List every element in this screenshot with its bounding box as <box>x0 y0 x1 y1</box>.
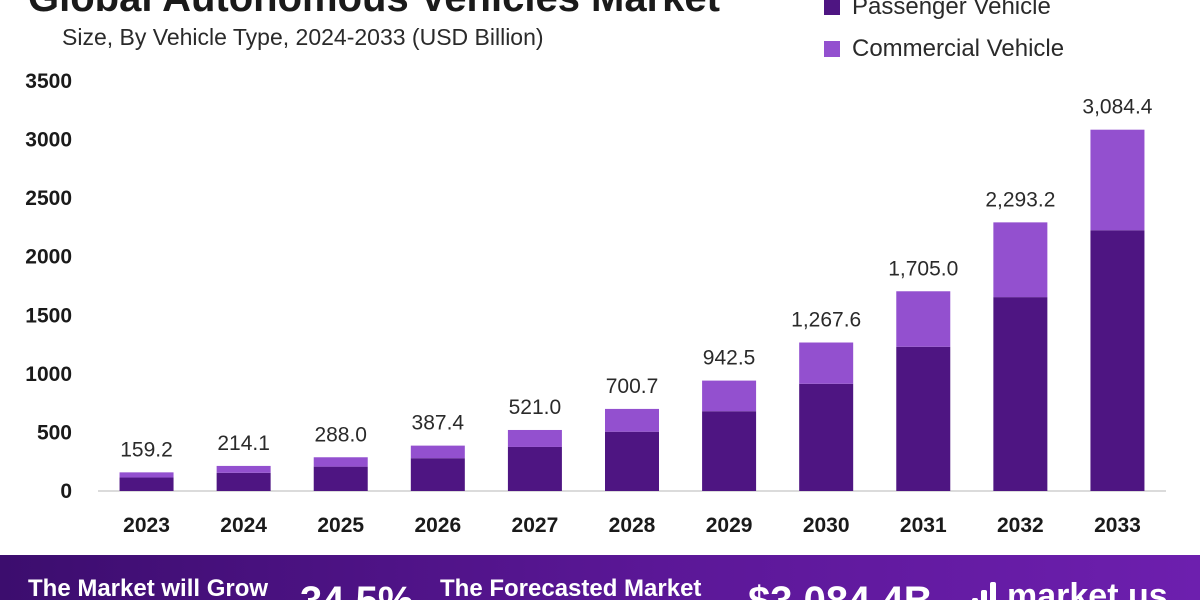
x-tick-label: 2027 <box>512 514 559 537</box>
y-tick-label: 500 <box>37 421 72 444</box>
bar-commercial <box>1090 129 1145 231</box>
bar-passenger <box>896 346 951 491</box>
bar-passenger <box>605 431 659 491</box>
bar-passenger <box>702 411 757 491</box>
bar-passenger <box>313 466 368 491</box>
legend-item-commercial: Commercial Vehicle <box>824 28 1064 70</box>
brand-name: market.us <box>1007 577 1168 600</box>
y-tick-label: 1500 <box>25 304 72 327</box>
bar-passenger <box>216 472 271 491</box>
x-tick-label: 2028 <box>609 514 656 537</box>
bar-passenger <box>119 477 174 491</box>
legend-swatch-passenger <box>824 0 840 15</box>
bar-commercial <box>410 445 465 459</box>
footer-forecast-text: The Forecasted Market <box>440 575 702 600</box>
bar-commercial <box>119 472 174 478</box>
x-tick-label: 2029 <box>706 514 753 537</box>
total-data-label: 214.1 <box>217 432 270 455</box>
bar-commercial <box>605 408 659 432</box>
footer-forecast-value: $3,084.4B <box>748 579 933 600</box>
total-data-label: 288.0 <box>314 423 367 446</box>
logo-bars-icon <box>972 581 999 600</box>
chart-subtitle: Size, By Vehicle Type, 2024-2033 (USD Bi… <box>62 24 544 50</box>
y-tick-label: 0 <box>60 480 72 503</box>
footer-banner: The Market will Grow 34.5% The Forecaste… <box>0 555 1200 600</box>
x-tick-label: 2024 <box>220 514 267 537</box>
legend-item-passenger: Passenger Vehicle <box>824 0 1064 28</box>
x-tick-label: 2030 <box>803 514 850 537</box>
bar-commercial <box>507 429 562 447</box>
bar-passenger <box>993 297 1048 491</box>
footer-grow-text: The Market will Grow <box>28 575 269 600</box>
x-tick-label: 2032 <box>997 514 1044 537</box>
x-tick-label: 2025 <box>317 514 364 537</box>
bar-commercial <box>799 342 854 384</box>
brand-logo: market.us <box>972 577 1168 600</box>
x-tick-label: 2026 <box>414 514 461 537</box>
footer-cagr-value: 34.5% <box>300 579 413 600</box>
x-tick-label: 2023 <box>123 514 170 537</box>
bar-commercial <box>216 465 271 473</box>
total-data-label: 1,705.0 <box>888 257 958 280</box>
y-tick-label: 3500 <box>25 70 72 93</box>
total-data-label: 3,084.4 <box>1082 96 1152 119</box>
y-tick-label: 3000 <box>25 129 72 152</box>
bar-passenger <box>410 458 465 491</box>
legend-label-commercial: Commercial Vehicle <box>852 35 1065 62</box>
y-tick-label: 2500 <box>25 187 72 210</box>
total-data-label: 700.7 <box>606 375 659 398</box>
bar-passenger <box>799 383 854 491</box>
legend: Passenger Vehicle Commercial Vehicle <box>824 0 1064 70</box>
x-tick-label: 2031 <box>900 514 947 537</box>
y-tick-label: 2000 <box>25 246 72 269</box>
bar-commercial <box>313 457 368 467</box>
bar-passenger <box>507 446 562 491</box>
bar-commercial <box>896 291 951 347</box>
legend-swatch-commercial <box>824 41 840 57</box>
x-tick-label: 2033 <box>1094 514 1141 537</box>
bar-commercial <box>993 222 1048 298</box>
total-data-label: 2,293.2 <box>985 188 1055 211</box>
total-data-label: 159.2 <box>120 438 173 461</box>
total-data-label: 387.4 <box>412 412 465 435</box>
chart-title: Global Autonomous Vehicles Market <box>28 0 720 21</box>
legend-label-passenger: Passenger Vehicle <box>852 0 1051 20</box>
bar-passenger <box>1090 230 1145 492</box>
total-data-label: 1,267.6 <box>791 309 861 332</box>
total-data-label: 521.0 <box>509 396 562 419</box>
total-data-label: 942.5 <box>703 347 756 370</box>
bar-chart: 0 500 1000 1500 2000 2500 3000 3500 159.2 2023 214… <box>25 70 1166 537</box>
bar-commercial <box>702 380 757 412</box>
y-tick-label: 1000 <box>25 363 72 386</box>
